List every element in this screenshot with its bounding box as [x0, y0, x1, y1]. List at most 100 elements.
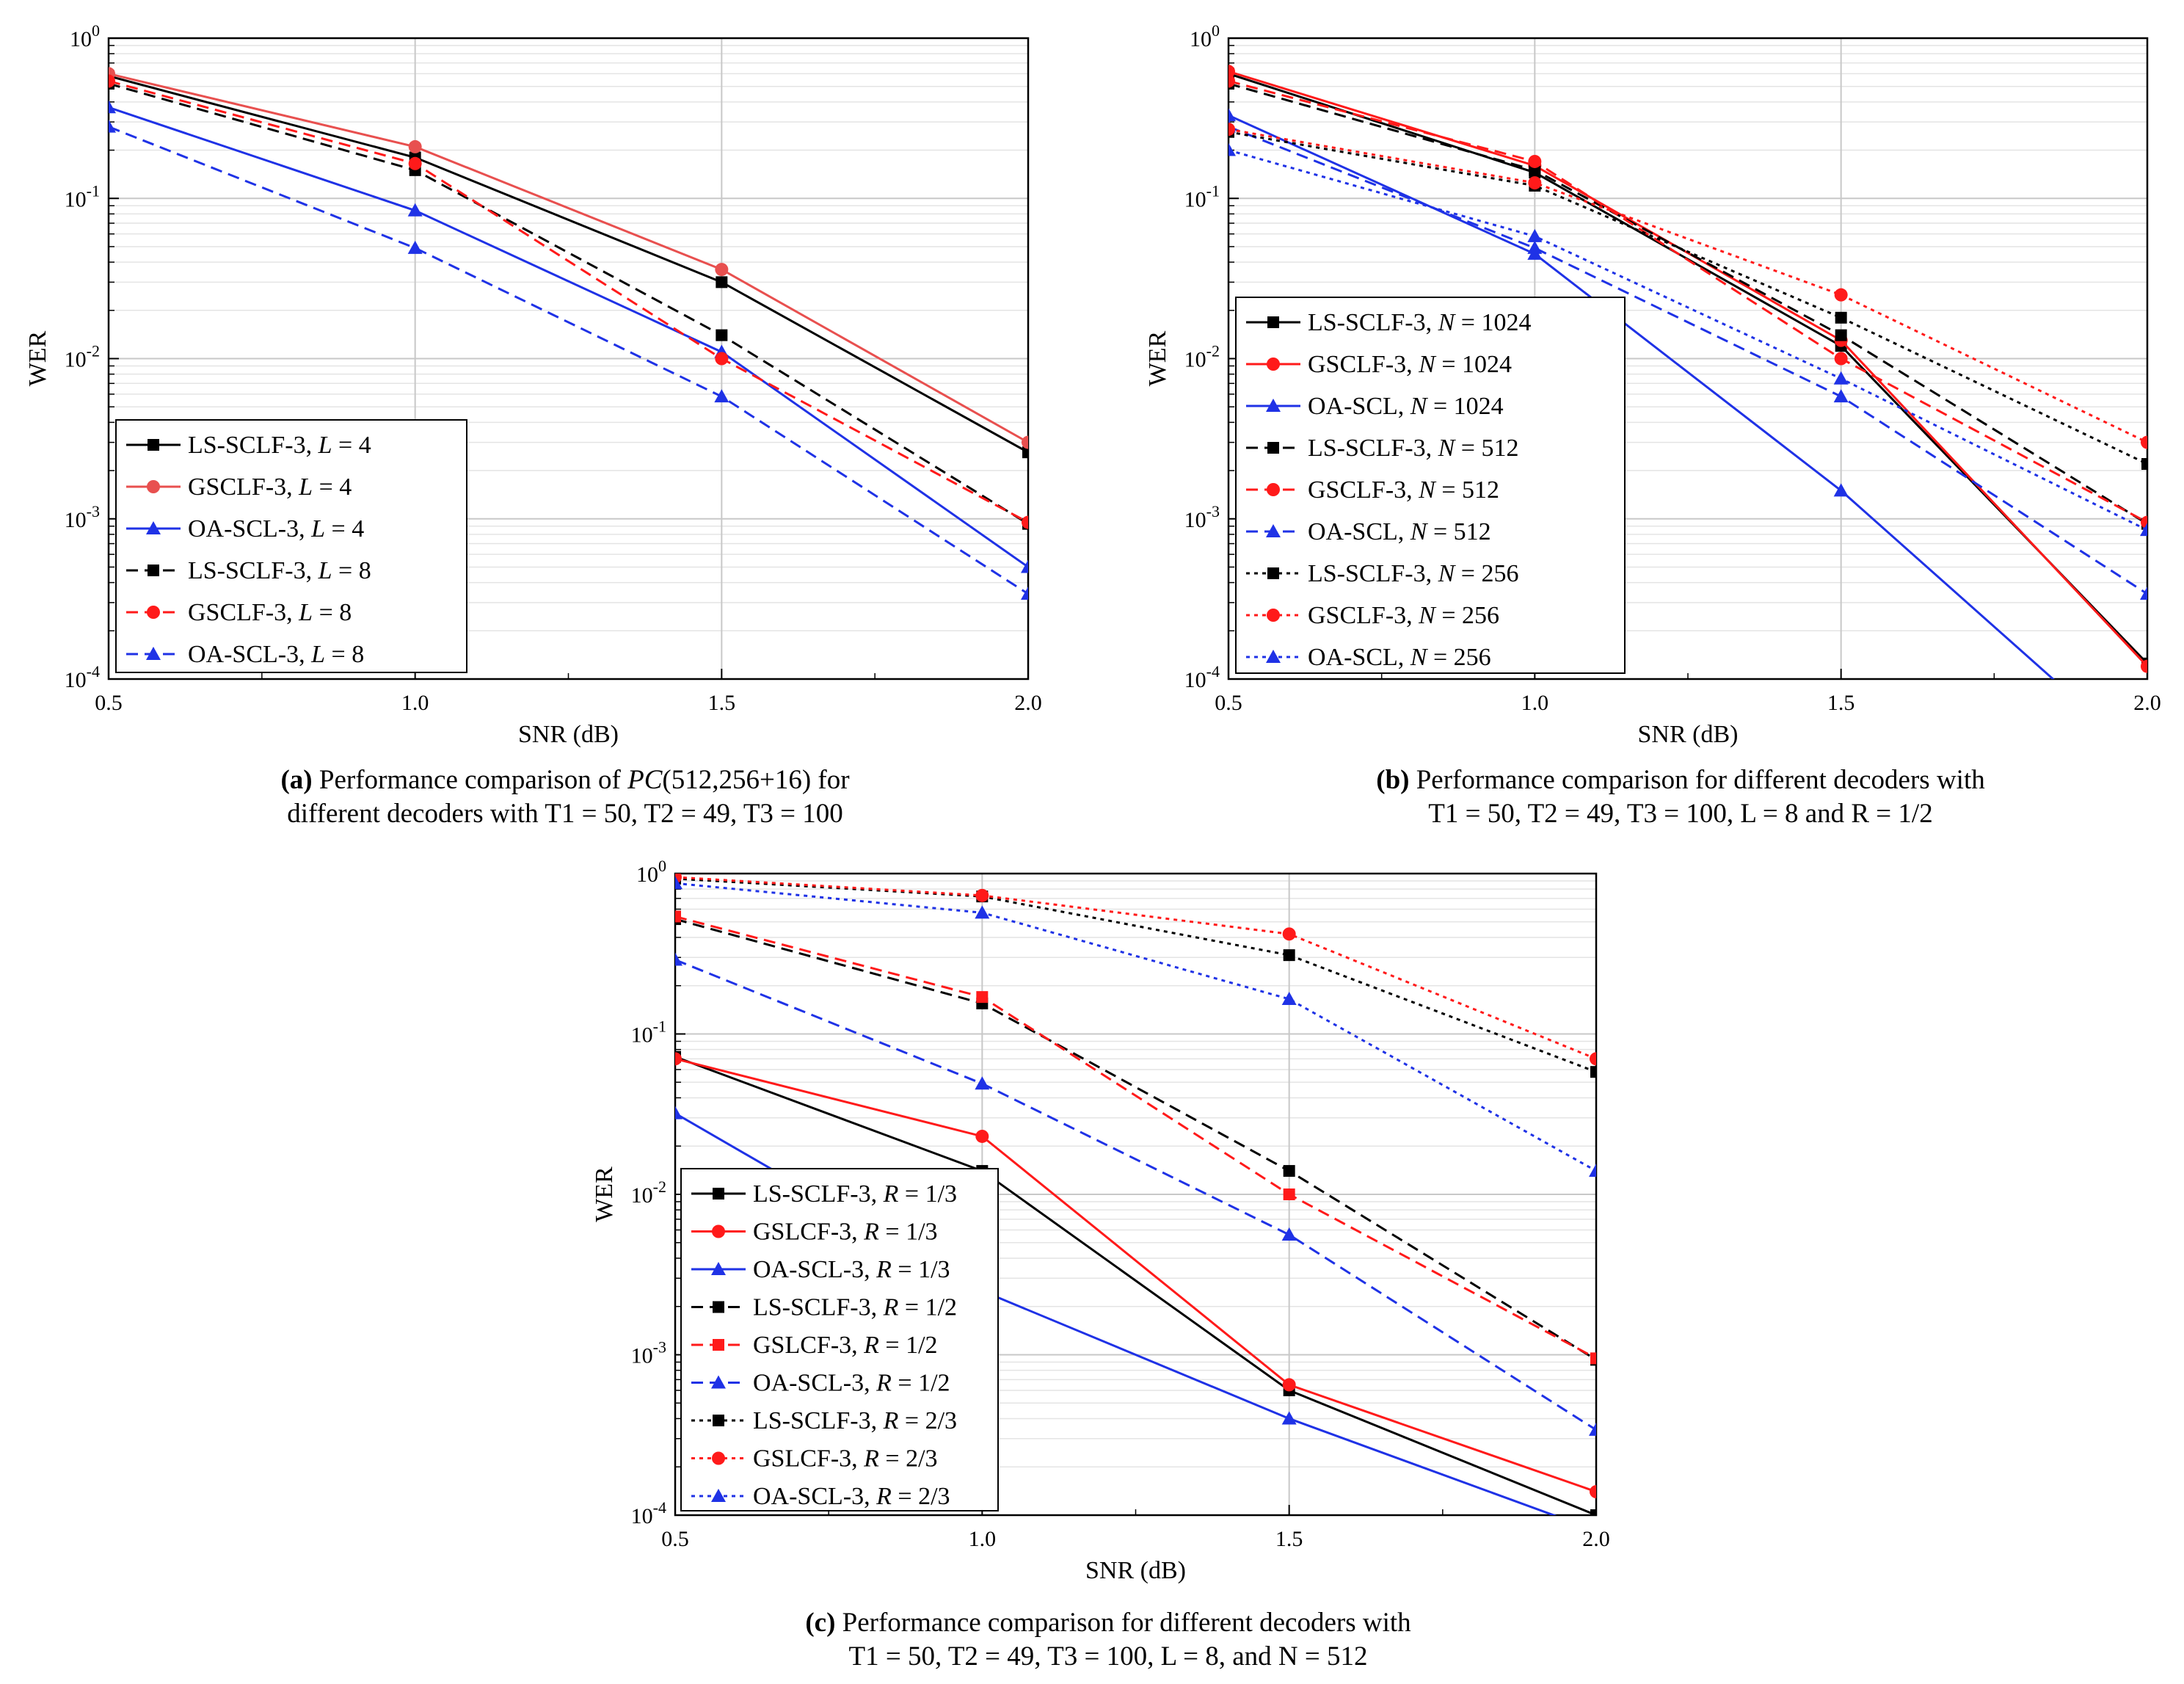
legend-label: LS-SCLF-3, N = 256: [1308, 560, 1518, 587]
legend-marker: [1266, 524, 1281, 537]
caption-c-line2: T1 = 50, T2 = 49, T3 = 100, L = 8, and N…: [848, 1641, 1368, 1672]
series-line: [675, 877, 1596, 1073]
legend-eq: =: [892, 1256, 918, 1283]
legend-label: OA-SCL-3, L = 8: [188, 641, 364, 668]
legend-eq: =: [879, 1445, 906, 1473]
legend-eq: =: [892, 1370, 918, 1397]
legend-param: R: [876, 1256, 892, 1283]
legend-name: LS-SCLF-3,: [753, 1407, 884, 1434]
legend-param: N: [1438, 435, 1457, 462]
series-line: [1228, 79, 2147, 523]
caption-a-line1c: (512,256+16) for: [662, 765, 850, 795]
legend-label: LS-SCLF-3, N = 512: [1308, 435, 1518, 462]
legend-eq: =: [1427, 518, 1453, 545]
y-tick-exponent: -3: [87, 502, 100, 520]
legend-value: 4: [339, 473, 352, 501]
legend-eq: =: [1435, 602, 1462, 629]
data-point-marker: [1527, 240, 1543, 254]
legend-marker: [713, 1301, 724, 1313]
y-tick-label: 10-1: [1184, 181, 1220, 211]
data-point-marker: [1589, 1164, 1596, 1177]
data-point-marker: [976, 991, 989, 1003]
series-line: [675, 959, 1596, 1431]
legend-name: LS-SCLF-3,: [753, 1180, 884, 1208]
legend-value: 1/2: [918, 1370, 950, 1397]
legend-value: 1/3: [918, 1256, 950, 1283]
legend-name: OA-SCL,: [1308, 518, 1410, 545]
data-point-marker: [1833, 483, 1849, 497]
data-point-marker: [1833, 389, 1849, 403]
legend: LS-SCLF-3, R = 1/3 GSLCF-3, R = 1/3 OA-SCL…: [680, 1168, 999, 1511]
legend-marker: [146, 521, 161, 534]
series-line: [109, 106, 1028, 568]
legend-label: GSCLF-3, N = 256: [1308, 602, 1499, 629]
series-line: [109, 126, 1028, 595]
series-line: [1228, 128, 2147, 443]
legend-value: 4: [359, 432, 371, 459]
series-line: [1228, 131, 2147, 465]
legend-value: 8: [359, 557, 371, 584]
legend-eq: =: [1427, 644, 1453, 671]
data-point-marker: [1022, 435, 1028, 449]
data-point-marker: [2141, 659, 2147, 673]
legend-label: LS-SCLF-3, N = 1024: [1308, 309, 1531, 336]
legend-param: L: [310, 515, 325, 542]
legend-name: OA-SCL,: [1308, 393, 1410, 420]
data-point-marker: [1228, 108, 1236, 122]
caption-b-tag: (b): [1376, 765, 1410, 795]
y-tick-label: 10-4: [65, 662, 100, 692]
data-point-marker: [1228, 142, 1236, 156]
caption-c-line1: Performance comparison for different dec…: [835, 1608, 1411, 1638]
data-point-marker: [1021, 587, 1028, 600]
series-group: [109, 67, 1028, 600]
legend-param: N: [1418, 476, 1437, 504]
legend-value: 1/2: [906, 1332, 937, 1359]
legend-label: OA-SCL, N = 512: [1308, 518, 1491, 545]
legend-param: R: [876, 1483, 892, 1510]
data-point-marker: [1022, 515, 1028, 529]
y-tick-label: 10-3: [65, 502, 100, 532]
legend-param: R: [883, 1180, 899, 1208]
legend-marker: [712, 1224, 725, 1238]
data-point-marker: [109, 119, 116, 133]
legend-value: 256: [1481, 560, 1518, 587]
y-tick-label: 10-1: [631, 1017, 666, 1048]
legend-marker: [711, 1262, 726, 1275]
legend-label: GSLCF-3, R = 1/3: [753, 1219, 938, 1246]
legend-eq: =: [1427, 393, 1453, 420]
data-point-marker: [975, 1076, 990, 1090]
legend-marker: [148, 565, 159, 576]
y-tick-label: 10-4: [1184, 662, 1220, 692]
legend-label: LS-SCLF-3, L = 8: [188, 557, 371, 584]
caption-a-tag: (a): [280, 765, 313, 795]
caption-a: (a) Performance comparison of PC(512,256…: [66, 763, 1064, 831]
y-tick-exponent: -1: [87, 181, 100, 200]
data-point-marker: [1022, 446, 1028, 459]
legend-label: LS-SCLF-3, R = 1/3: [753, 1180, 957, 1208]
legend-marker: [713, 1415, 724, 1426]
legend-value: 8: [352, 641, 364, 668]
legend-name: LS-SCLF-3,: [188, 432, 318, 459]
caption-a-line1b: PC: [627, 765, 663, 795]
data-point-marker: [1281, 1227, 1297, 1241]
legend-label: OA-SCL-3, R = 2/3: [753, 1483, 950, 1510]
caption-c-tag: (c): [805, 1608, 836, 1638]
legend-value: 1/3: [925, 1180, 957, 1208]
y-tick-label: 100: [70, 21, 100, 51]
data-point-marker: [1590, 1066, 1596, 1078]
legend-marker: [1266, 650, 1281, 663]
y-tick-label: 10-2: [631, 1177, 666, 1208]
legend-param: R: [876, 1370, 892, 1397]
legend-marker: [1267, 567, 1279, 579]
plot-frame: [674, 872, 1598, 1517]
data-point-marker: [1835, 329, 1847, 341]
x-tick-label: 1.0: [1521, 691, 1549, 715]
x-axis-label: SNR (dB): [518, 721, 619, 748]
data-point-marker: [975, 905, 990, 919]
data-point-marker: [1528, 154, 1542, 168]
data-point-marker: [1021, 559, 1028, 573]
x-tick-label: 2.0: [2133, 691, 2161, 715]
series-line: [1228, 126, 2147, 595]
data-point-marker: [109, 74, 115, 88]
data-point-marker: [1590, 1509, 1596, 1515]
